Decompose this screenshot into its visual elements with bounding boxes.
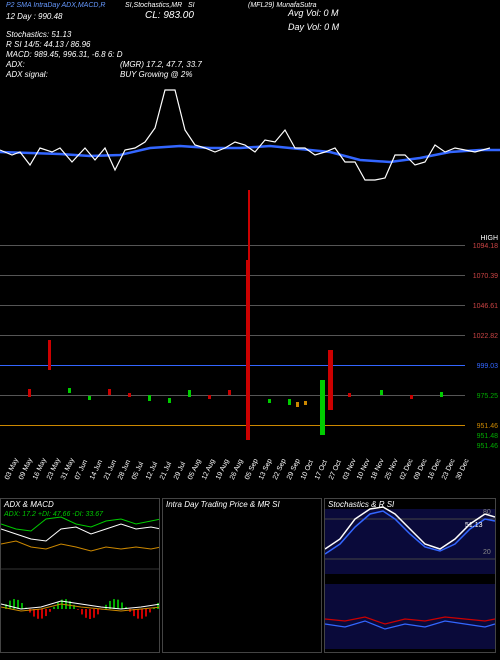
panel-title: Intra Day Trading Price & MR SI — [166, 500, 280, 509]
panel-title: Stochastics & R SI — [328, 500, 394, 509]
header-region: P2 SMA IntraDay ADX,MACD,R SI,Stochastics… — [0, 0, 500, 70]
header-text: (MGR) 17.2, 47.7, 33.7 — [120, 60, 202, 69]
y-axis-label: 1046.61 — [473, 303, 498, 310]
grid-line — [0, 245, 465, 246]
header-text: P2 SMA IntraDay ADX,MACD,R — [6, 2, 105, 9]
svg-text:20: 20 — [483, 549, 491, 556]
candle — [88, 396, 91, 400]
header-text: Day Vol: 0 M — [288, 22, 339, 32]
candle — [48, 340, 51, 370]
header-text: CL: 983.00 — [145, 10, 194, 21]
candle — [268, 399, 271, 403]
candle — [320, 380, 325, 435]
candle — [296, 402, 299, 407]
y-axis-label: 999.03 — [477, 363, 498, 370]
candle — [410, 395, 413, 399]
header-text: MACD: 989.45, 996.31, -6.8 6: D — [6, 50, 123, 59]
candle — [188, 390, 191, 397]
candle — [380, 390, 383, 395]
header-text: Avg Vol: 0 M — [288, 8, 339, 18]
candle — [28, 389, 31, 397]
stochastics-panel: Stochastics & R SI 51.1380 20 — [324, 498, 496, 653]
y-axis-labels: HIGH1094.18 1070.39 1046.61 1022.82 999.03 97… — [465, 235, 500, 465]
candle — [128, 393, 131, 397]
svg-text:80: 80 — [483, 509, 491, 516]
candle — [288, 399, 291, 405]
header-text: R SI 14/5: 44.13 / 86.96 — [6, 40, 91, 49]
y-axis-label: 951.46 — [477, 423, 498, 430]
main-price-chart — [0, 70, 500, 230]
y-axis-label: 951.48 — [477, 433, 498, 440]
grid-line — [0, 275, 465, 276]
bottom-panels: ADX & MACD ADX: 17.2 +DI: 47.66 -DI: 33.6… — [0, 498, 500, 653]
panel-subtitle: ADX: 17.2 +DI: 47.66 -DI: 33.67 — [4, 511, 103, 518]
candle — [168, 398, 171, 403]
grid-line — [0, 425, 465, 426]
volume-candle-chart — [0, 235, 465, 465]
candle — [148, 395, 151, 401]
y-axis-label: 1094.18 — [473, 243, 498, 250]
header-text: SI — [188, 2, 195, 9]
grid-line — [0, 395, 465, 396]
svg-text:51.13: 51.13 — [465, 522, 483, 529]
candle — [348, 393, 351, 397]
candle — [208, 395, 211, 399]
x-axis-labels: 03 May09 May16 May23 May31 May07 Jun14 J… — [0, 468, 465, 493]
y-axis-label: 975.25 — [477, 393, 498, 400]
adx-macd-panel: ADX & MACD ADX: 17.2 +DI: 47.66 -DI: 33.6… — [0, 498, 160, 653]
candle — [328, 350, 333, 410]
y-axis-label: HIGH — [481, 235, 499, 242]
candle — [68, 388, 71, 393]
intraday-panel: Intra Day Trading Price & MR SI — [162, 498, 322, 653]
header-text: SI,Stochastics,MR — [125, 2, 182, 9]
y-axis-label: 1070.39 — [473, 273, 498, 280]
candle — [246, 260, 250, 440]
grid-line — [0, 335, 465, 336]
candle — [440, 392, 443, 397]
candle — [304, 401, 307, 405]
y-axis-label: 951.46 — [477, 443, 498, 450]
candle — [108, 389, 111, 395]
grid-line — [0, 365, 465, 366]
panel-title: ADX & MACD — [4, 500, 54, 509]
y-axis-label: 1022.82 — [473, 333, 498, 340]
header-text: 12 Day : 990.48 — [6, 12, 62, 21]
candle — [228, 390, 231, 395]
header-text: Stochastics: 51.13 — [6, 30, 71, 39]
grid-line — [0, 305, 465, 306]
header-text: ADX: — [6, 60, 25, 69]
